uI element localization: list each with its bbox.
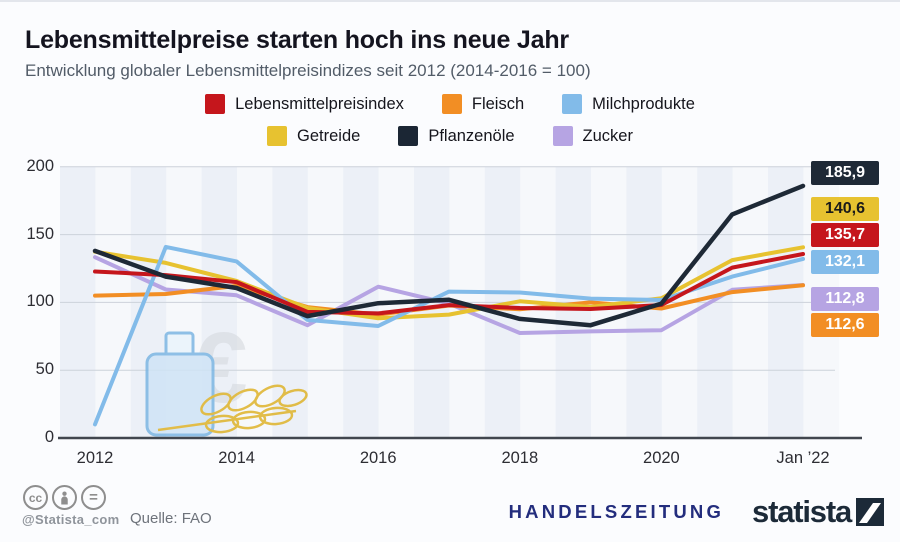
statista-logo-mark — [856, 498, 884, 526]
legend-swatch — [267, 126, 288, 146]
series-line-getreide — [93, 245, 805, 321]
x-tick-label: 2016 — [359, 449, 397, 467]
legend-row-1: Lebensmittelpreisindex Fleisch Milchproduk… — [0, 94, 900, 114]
legend-swatch — [441, 94, 462, 114]
series-line-pflanzenöle — [92, 183, 806, 328]
legend-swatch — [398, 126, 419, 146]
x-tick-label: 2018 — [501, 449, 539, 467]
legend-item-lebensmittelpreisindex: Lebensmittelpreisindex — [205, 94, 404, 114]
legend-label: Zucker — [582, 126, 633, 145]
page-subtitle: Entwicklung globaler Lebensmittelpreisin… — [25, 61, 591, 80]
legend-item-pflanzenöle: Pflanzenöle — [398, 126, 515, 146]
statista-handle[interactable]: @Statista_com — [22, 512, 120, 527]
series-line-lebensmittelpreisindex — [93, 252, 805, 316]
legend-label: Fleisch — [471, 94, 525, 113]
legend-label: Lebensmittelpreisindex — [235, 94, 404, 113]
x-tick-label: 2012 — [76, 449, 114, 467]
legend-label: Getreide — [297, 126, 361, 145]
cc-icon[interactable]: cc — [23, 485, 48, 510]
statista-logo[interactable]: statista — [752, 494, 884, 530]
y-tick-label: 200 — [26, 156, 54, 175]
legend-label: Pflanzenöle — [428, 126, 515, 145]
legend-swatch — [562, 94, 583, 114]
legend-swatch — [552, 126, 573, 146]
statista-wordmark: statista — [752, 494, 852, 529]
end-label-zucker: 112,8 — [811, 287, 879, 311]
data-series-lines — [92, 183, 806, 427]
cc-license-icons[interactable]: cc = — [23, 485, 106, 510]
x-tick-label: Jan ’22 — [776, 449, 830, 467]
legend-label: Milchprodukte — [592, 94, 695, 113]
legend-item-getreide: Getreide — [267, 126, 360, 146]
legend-row-2: Getreide Pflanzenöle Zucker — [0, 126, 900, 146]
legend-item-zucker: Zucker — [552, 126, 633, 146]
end-label-pflanzenöle: 185,9 — [811, 161, 879, 185]
x-tick-label: 2020 — [643, 449, 680, 467]
y-tick-label: 50 — [35, 360, 54, 379]
footer-logos: HANDELSZEITUNG statista — [509, 494, 884, 530]
end-label-milchprodukte: 132,1 — [811, 250, 879, 274]
y-tick-label: 150 — [26, 224, 54, 243]
y-tick-label: 100 — [26, 292, 54, 311]
legend-item-milchprodukte: Milchprodukte — [562, 94, 695, 114]
source-text: Quelle: FAO — [130, 510, 212, 527]
watermark-group: € — [145, 312, 308, 437]
y-tick-label: 0 — [44, 428, 54, 446]
page-title: Lebensmittelpreise starten hoch ins neue… — [25, 26, 569, 54]
legend-item-fleisch: Fleisch — [441, 94, 525, 114]
end-label-fleisch: 112,6 — [811, 313, 879, 337]
handelszeitung-logo[interactable]: HANDELSZEITUNG — [508, 501, 725, 522]
legend-swatch — [205, 94, 226, 114]
person-glyph — [61, 491, 68, 504]
x-tick-label: 2014 — [218, 449, 255, 467]
end-label-lebensmittelpreisindex: 135,7 — [811, 223, 879, 247]
end-label-getreide: 140,6 — [811, 197, 879, 221]
cc-attribution-icon[interactable] — [52, 485, 77, 510]
wheat-icon — [157, 384, 308, 434]
cc-equal-icon[interactable]: = — [81, 485, 106, 510]
milk-bottle-icon — [145, 331, 215, 437]
